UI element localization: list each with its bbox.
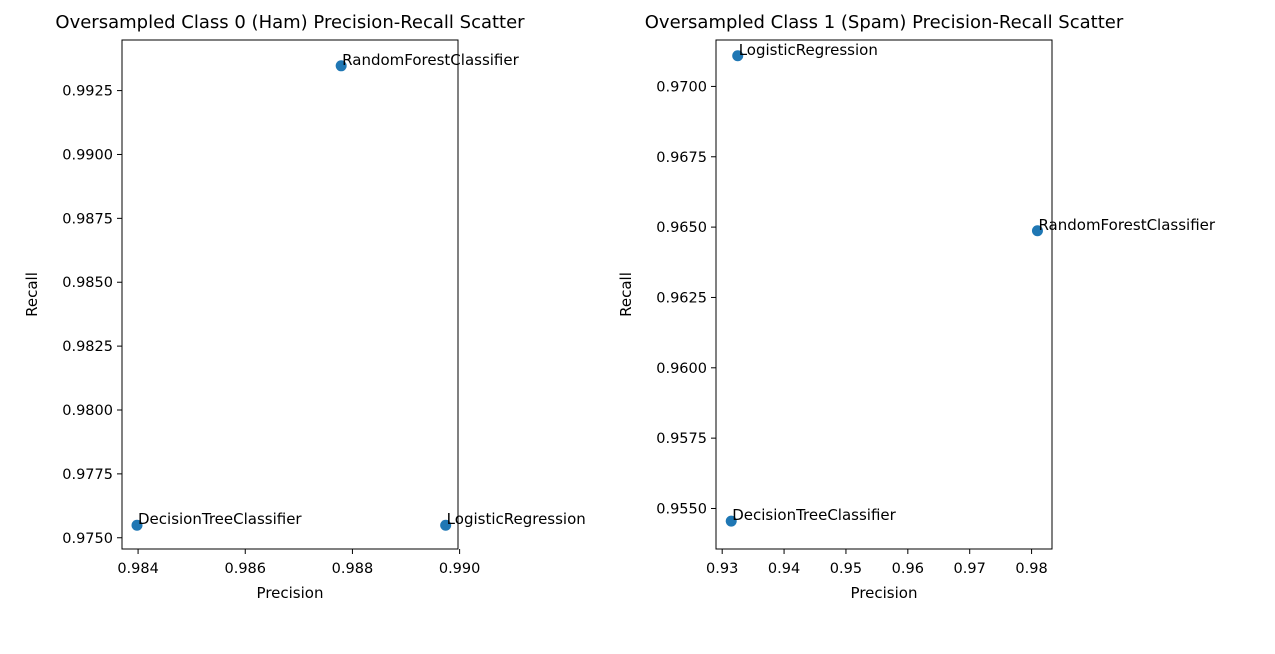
y-axis-label: Recall — [23, 272, 41, 317]
y-tick-label: 0.9800 — [62, 403, 113, 419]
y-tick-label: 0.9550 — [656, 501, 707, 517]
y-tick-label: 0.9700 — [656, 79, 707, 95]
chart-panel-1: Oversampled Class 0 (Ham) Precision-Reca… — [23, 12, 586, 602]
x-tick-label: 0.98 — [1015, 561, 1047, 577]
data-point — [440, 519, 452, 531]
data-point — [725, 515, 737, 527]
data-point-label: LogisticRegression — [447, 510, 586, 528]
y-tick-label: 0.9875 — [62, 211, 113, 227]
data-point-label: RandomForestClassifier — [342, 51, 519, 69]
x-tick-label: 0.95 — [830, 561, 862, 577]
y-tick-label: 0.9650 — [656, 220, 707, 236]
x-tick-label: 0.988 — [332, 561, 374, 577]
x-axis-label: Precision — [257, 584, 324, 602]
x-tick-label: 0.986 — [224, 561, 266, 577]
x-axis-label: Precision — [851, 584, 918, 602]
data-point — [1031, 225, 1043, 237]
data-point — [335, 60, 347, 72]
data-point — [732, 50, 744, 62]
x-tick-label: 0.984 — [117, 561, 159, 577]
y-tick-label: 0.9575 — [656, 431, 707, 447]
data-point-label: DecisionTreeClassifier — [732, 506, 896, 524]
plot-area-frame — [121, 39, 459, 550]
y-tick-label: 0.9750 — [62, 531, 113, 547]
chart-title: Oversampled Class 0 (Ham) Precision-Reca… — [55, 12, 525, 33]
x-tick-label: 0.93 — [706, 561, 738, 577]
plot-area-frame — [715, 39, 1053, 550]
y-tick-label: 0.9850 — [62, 275, 113, 291]
y-tick-label: 0.9900 — [62, 147, 113, 163]
x-tick-label: 0.94 — [768, 561, 800, 577]
data-point-label: LogisticRegression — [739, 41, 878, 59]
y-axis-label: Recall — [617, 272, 635, 317]
y-tick-label: 0.9825 — [62, 339, 113, 355]
x-tick-label: 0.97 — [954, 561, 986, 577]
x-tick-label: 0.96 — [892, 561, 924, 577]
data-point-label: DecisionTreeClassifier — [138, 510, 302, 528]
x-tick-label: 0.990 — [439, 561, 481, 577]
data-point — [131, 519, 143, 531]
y-tick-label: 0.9675 — [656, 150, 707, 166]
data-point-label: RandomForestClassifier — [1038, 216, 1215, 234]
chart-title: Oversampled Class 1 (Spam) Precision-Rec… — [645, 12, 1124, 33]
y-tick-label: 0.9625 — [656, 290, 707, 306]
y-tick-label: 0.9925 — [62, 84, 113, 100]
y-tick-label: 0.9775 — [62, 467, 113, 483]
chart-panel-2: Oversampled Class 1 (Spam) Precision-Rec… — [617, 12, 1216, 602]
y-tick-label: 0.9600 — [656, 361, 707, 377]
